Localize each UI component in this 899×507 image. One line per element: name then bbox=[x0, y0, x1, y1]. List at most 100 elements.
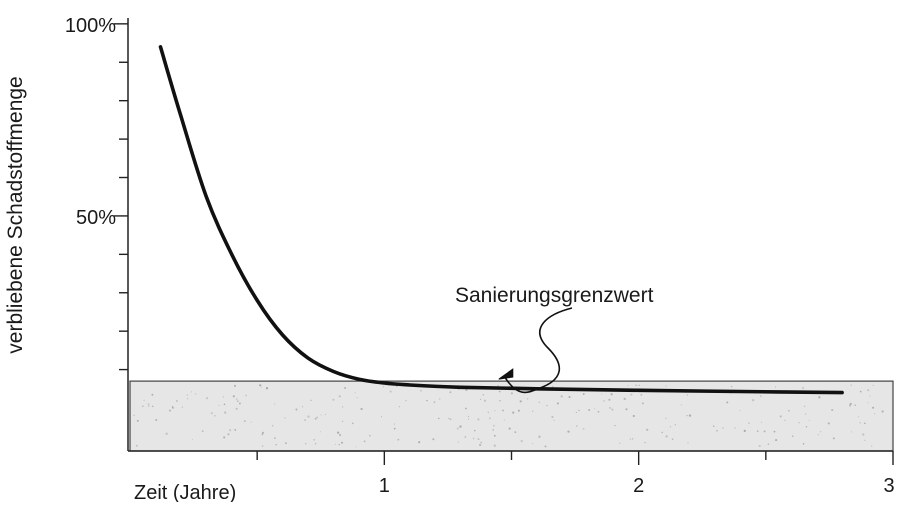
band-speckle bbox=[582, 393, 585, 395]
band-speckle bbox=[497, 385, 499, 387]
band-speckle bbox=[532, 442, 534, 445]
band-speckle bbox=[342, 420, 344, 422]
band-speckle bbox=[850, 431, 852, 433]
band-speckle bbox=[864, 439, 866, 442]
band-speckle bbox=[779, 415, 782, 418]
band-speckle bbox=[457, 441, 459, 443]
band-speckle bbox=[324, 413, 326, 416]
band-speckle bbox=[227, 433, 230, 436]
band-speckle bbox=[520, 439, 523, 443]
band-speckle bbox=[284, 417, 286, 419]
band-speckle bbox=[610, 393, 613, 396]
band-speckle bbox=[397, 438, 400, 441]
band-speckle bbox=[151, 405, 154, 408]
band-speckle bbox=[544, 445, 547, 448]
band-speckle bbox=[319, 431, 321, 433]
band-speckle bbox=[874, 413, 876, 415]
band-speckle bbox=[819, 431, 822, 433]
band-speckle bbox=[798, 422, 800, 424]
band-speckle bbox=[603, 400, 605, 402]
band-speckle bbox=[393, 423, 396, 425]
band-speckle bbox=[715, 429, 718, 432]
band-speckle bbox=[304, 419, 307, 422]
band-speckle bbox=[259, 384, 262, 387]
band-speckle bbox=[363, 440, 366, 443]
band-speckle bbox=[148, 405, 150, 407]
band-speckle bbox=[802, 387, 805, 389]
band-speckle bbox=[155, 419, 158, 421]
band-speckle bbox=[195, 393, 197, 395]
band-speckle bbox=[354, 392, 356, 394]
band-speckle bbox=[169, 409, 171, 412]
band-speckle bbox=[556, 402, 559, 405]
band-speckle bbox=[190, 391, 193, 393]
x-tick-label: 2 bbox=[633, 475, 644, 497]
band-speckle bbox=[492, 429, 494, 431]
band-speckle bbox=[597, 410, 600, 413]
band-speckle bbox=[627, 385, 629, 387]
band-speckle bbox=[438, 398, 441, 400]
band-speckle bbox=[356, 397, 358, 399]
band-speckle bbox=[229, 429, 232, 432]
band-speckle bbox=[774, 386, 777, 388]
band-speckle bbox=[638, 384, 640, 386]
band-speckle bbox=[686, 414, 688, 417]
band-speckle bbox=[224, 411, 227, 414]
band-speckle bbox=[854, 404, 857, 407]
band-speckle bbox=[478, 443, 482, 447]
band-speckle bbox=[578, 409, 580, 412]
band-speckle bbox=[301, 406, 304, 408]
band-speckle bbox=[641, 402, 644, 405]
band-speckle bbox=[205, 397, 209, 400]
band-speckle bbox=[635, 384, 638, 387]
band-speckle bbox=[243, 420, 246, 422]
band-speckle bbox=[186, 394, 188, 396]
band-speckle bbox=[849, 404, 851, 407]
band-speckle bbox=[869, 395, 871, 397]
band-speckle bbox=[512, 411, 515, 414]
band-speckle bbox=[274, 403, 276, 405]
band-speckle bbox=[527, 398, 529, 400]
band-speckle bbox=[201, 430, 204, 433]
band-speckle bbox=[859, 422, 861, 424]
band-speckle bbox=[426, 399, 428, 402]
x-axis-label: Zeit (Jahre) bbox=[134, 482, 236, 502]
band-speckle bbox=[389, 390, 392, 393]
band-speckle bbox=[767, 443, 770, 445]
band-speckle bbox=[165, 432, 168, 435]
band-speckle bbox=[176, 400, 178, 402]
band-speckle bbox=[743, 429, 746, 433]
band-speckle bbox=[464, 436, 467, 438]
band-speckle bbox=[722, 427, 724, 429]
annotation-arrow-head bbox=[498, 368, 514, 380]
band-speckle bbox=[222, 396, 225, 398]
band-speckle bbox=[314, 417, 317, 420]
band-speckle bbox=[295, 408, 298, 411]
band-speckle bbox=[320, 414, 322, 416]
band-speckle bbox=[630, 393, 633, 396]
band-speckle bbox=[260, 386, 262, 388]
band-speckle bbox=[582, 427, 585, 430]
band-speckle bbox=[493, 444, 496, 447]
band-speckle bbox=[538, 401, 541, 404]
band-speckle bbox=[332, 398, 335, 401]
band-speckle bbox=[758, 444, 761, 448]
band-speckle bbox=[218, 404, 220, 406]
band-speckle bbox=[383, 386, 385, 388]
band-speckle bbox=[502, 409, 504, 412]
band-speckle bbox=[360, 407, 363, 411]
band-speckle bbox=[640, 394, 643, 396]
band-speckle bbox=[405, 399, 407, 402]
band-speckle bbox=[748, 422, 750, 424]
band-speckle bbox=[827, 422, 830, 425]
band-speckle bbox=[341, 406, 344, 408]
band-speckle bbox=[611, 408, 614, 411]
band-speckle bbox=[665, 385, 667, 387]
band-speckle bbox=[763, 430, 766, 433]
band-speckle bbox=[487, 411, 490, 414]
band-speckle bbox=[334, 443, 336, 445]
band-speckle bbox=[775, 439, 778, 442]
band-speckle bbox=[472, 437, 475, 440]
band-speckle bbox=[805, 425, 808, 428]
